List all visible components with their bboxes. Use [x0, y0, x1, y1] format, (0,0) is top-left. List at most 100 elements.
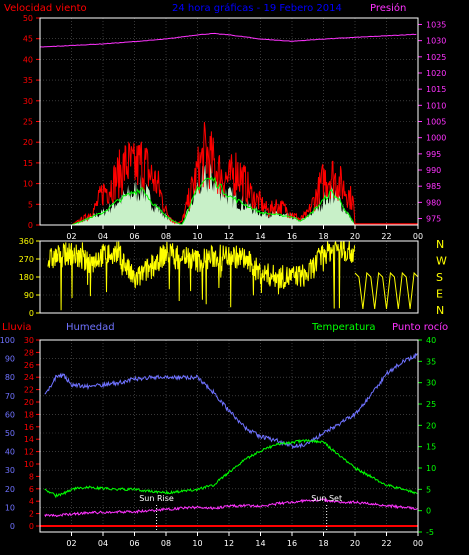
rain-tick-label: 18	[24, 410, 34, 419]
wind-tick-label: 10	[23, 180, 33, 189]
direction-tick-label: 180	[19, 273, 34, 282]
direction-series	[47, 240, 419, 311]
direction-frame	[39, 240, 419, 314]
temperature-tick-label: 40	[426, 336, 436, 345]
rain-tick-label: 22	[24, 386, 34, 395]
direction-tick-label: 360	[19, 237, 34, 246]
time-tick-label: 20	[350, 232, 360, 241]
wind-speed-ticks: 0 5 10 15 20 25 30 35 40 45 50	[23, 14, 40, 230]
rht-grid	[40, 339, 418, 532]
time-tick-label: 12	[224, 232, 234, 241]
pressure-tick-label: 1010	[426, 101, 446, 110]
pressure-tick-label: 1005	[426, 118, 446, 127]
time-tick-label: 20	[350, 539, 360, 548]
wind-tick-label: 35	[23, 76, 33, 85]
wind-tick-label: 50	[23, 14, 33, 23]
time-tick-label: 18	[318, 539, 328, 548]
rain-tick-label: 16	[24, 423, 34, 432]
wind-tick-label: 20	[23, 138, 33, 147]
time-tick-label: 06	[129, 539, 139, 548]
time-ticks-bottom: 02 04 06 08 10 12 14 16 18 20 22 00	[66, 532, 423, 548]
temperature-tick-label: 35	[426, 357, 436, 366]
humidity-tick-label: 70	[5, 392, 15, 401]
compass-label: N	[436, 238, 444, 251]
time-tick-label: 00	[413, 539, 423, 548]
temperature-tick-label: 30	[426, 379, 436, 388]
time-tick-label: 12	[224, 539, 234, 548]
pressure-tick-label: 990	[426, 166, 441, 175]
compass-label: S	[436, 271, 443, 284]
rht-series	[40, 352, 418, 527]
rain-tick-label: 20	[24, 398, 34, 407]
wind-axis-label: Velocidad viento	[4, 3, 87, 14]
rain-axis-label: Lluvia	[2, 322, 32, 333]
direction-tick-label: 270	[19, 255, 34, 264]
wind-average-line	[71, 176, 354, 226]
wind-tick-label: 25	[23, 118, 33, 127]
compass-label: W	[436, 255, 447, 268]
humidity-tick-label: 60	[5, 410, 15, 419]
pressure-tick-label: 1030	[426, 37, 446, 46]
sun-annotations: Sun Rise Sun Set	[139, 494, 342, 532]
humidity-tick-label: 100	[0, 336, 15, 345]
dewpoint-line	[44, 497, 418, 518]
wind-gust-line	[71, 122, 356, 226]
rain-tick-label: 4	[29, 497, 34, 506]
humidity-tick-label: 80	[5, 373, 15, 382]
time-tick-label: 00	[413, 232, 423, 241]
sunrise-label: Sun Rise	[139, 494, 174, 503]
direction-tick-label: 0	[29, 309, 34, 318]
time-tick-label: 10	[192, 539, 202, 548]
time-tick-label: 18	[318, 232, 328, 241]
time-tick-label: 04	[98, 232, 108, 241]
wind-pressure-frame	[39, 17, 419, 226]
temperature-line	[44, 438, 418, 499]
time-tick-label: 02	[66, 539, 76, 548]
wind-pressure-series	[40, 32, 418, 226]
time-tick-label: 08	[161, 539, 171, 548]
rain-tick-label: 14	[24, 435, 34, 444]
temperature-tick-label: 0	[426, 507, 431, 516]
time-tick-label: 22	[381, 539, 391, 548]
wind-tick-label: 0	[28, 221, 33, 230]
wind-fill-area	[71, 163, 355, 225]
humidity-tick-label: 40	[5, 448, 15, 457]
temperature-tick-label: 25	[426, 400, 436, 409]
pressure-tick-label: 1020	[426, 69, 446, 78]
humidity-line	[44, 352, 418, 450]
rain-tick-label: 6	[29, 485, 34, 494]
time-tick-label: 08	[161, 232, 171, 241]
humidity-tick-label: 90	[5, 355, 15, 364]
direction-tick-label: 90	[24, 291, 34, 300]
pressure-tick-label: 985	[426, 182, 441, 191]
time-tick-label: 14	[255, 232, 265, 241]
wind-tick-label: 5	[28, 200, 33, 209]
rain-tick-label: 28	[24, 348, 34, 357]
temperature-axis-label: Temperatura	[311, 322, 376, 333]
compass-label: N	[436, 304, 444, 317]
rain-tick-label: 0	[29, 522, 34, 531]
time-tick-label: 14	[255, 539, 265, 548]
pressure-tick-label: 995	[426, 150, 441, 159]
wind-tick-label: 15	[23, 159, 33, 168]
temperature-tick-label: 10	[426, 464, 436, 473]
time-tick-label: 04	[98, 539, 108, 548]
wind-direction-line	[47, 240, 355, 311]
rain-humidity-temp-panel: Lluvia Humedad Temperatura Punto rocío 0…	[0, 321, 448, 548]
rain-tick-label: 2	[29, 510, 34, 519]
humidity-tick-label: 20	[5, 485, 15, 494]
pressure-tick-label: 1025	[426, 53, 446, 62]
dewpoint-axis-label: Punto rocío	[392, 321, 448, 333]
wind-tick-label: 45	[23, 35, 33, 44]
chart-title: 24 hora gráficas - 19 Febero 2014	[172, 2, 342, 14]
pressure-tick-label: 1035	[426, 20, 446, 29]
direction-degree-ticks: 0 90 180 270 360	[19, 237, 40, 318]
humidity-tick-label: 50	[5, 429, 15, 438]
pressure-axis-label: Presión	[370, 2, 406, 14]
temperature-tick-label: 20	[426, 421, 436, 430]
pressure-ticks: 975 980 985 990 995 1000 1005 1010 1015 1020 1025 1…	[418, 20, 446, 224]
